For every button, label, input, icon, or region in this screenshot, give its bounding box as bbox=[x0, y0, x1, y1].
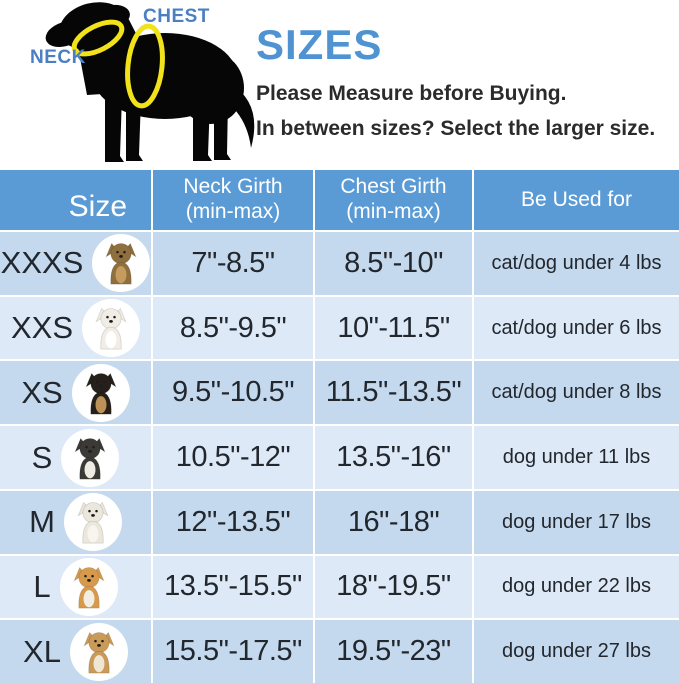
header-neck-girth-line1: Neck Girth bbox=[183, 175, 283, 199]
size-cell: XS bbox=[0, 361, 151, 425]
dog-photo bbox=[61, 428, 120, 487]
size-label: XS bbox=[21, 374, 63, 410]
chest-girth-value: 18"-19.5" bbox=[315, 555, 472, 619]
dog-photo bbox=[92, 234, 151, 293]
header-neck-girth: Neck Girth (min-max) bbox=[153, 170, 313, 230]
used-for-value: cat/dog under 4 lbs bbox=[474, 232, 679, 295]
used-for-value: dog under 27 lbs bbox=[474, 620, 679, 683]
neck-measure-label: NECK bbox=[30, 47, 86, 68]
header-size: Size bbox=[0, 170, 151, 230]
size-label: S bbox=[31, 439, 53, 475]
chest-girth-value: 11.5"-13.5" bbox=[315, 361, 472, 425]
dog-icon bbox=[77, 501, 109, 544]
table-header-row: Size Neck Girth (min-max) Chest Girth (m… bbox=[0, 170, 679, 230]
header-neck-girth-line2: (min-max) bbox=[185, 200, 281, 223]
table-row-xl: XL 15.5"-17.5" 19.5"-23" dog under 27 bbox=[0, 620, 679, 683]
dog-body-shape bbox=[45, 2, 255, 162]
size-cell: M bbox=[0, 490, 151, 554]
table-row-xs: XS 9.5"-10.5" 11.5"-13.5" cat/dog unde bbox=[0, 361, 679, 425]
neck-girth-value: 8.5"-9.5" bbox=[153, 296, 313, 360]
dog-icon bbox=[83, 631, 115, 674]
chest-girth-value: 19.5"-23" bbox=[315, 620, 472, 683]
used-for-value: cat/dog under 6 lbs bbox=[474, 296, 679, 360]
dog-photo bbox=[71, 363, 130, 422]
top-section: NECK CHEST SIZES Pleas bbox=[0, 0, 679, 170]
size-cell: XXXS bbox=[0, 232, 151, 295]
between-sizes-note: In between sizes? Select the larger size… bbox=[256, 117, 656, 140]
harness-straps bbox=[71, 19, 165, 109]
chest-girth-value: 8.5"-10" bbox=[315, 232, 472, 295]
size-label: M bbox=[29, 504, 55, 540]
dog-photo bbox=[59, 557, 118, 616]
table-row-xxxs: XXXS 7"-8.5" 8.5"-10" cat/dog under 4 bbox=[0, 232, 679, 295]
dog-silhouette-diagram bbox=[45, 2, 255, 162]
size-cell: S bbox=[0, 426, 151, 489]
chest-strap bbox=[125, 23, 165, 109]
used-for-value: dog under 17 lbs bbox=[474, 490, 679, 554]
header-chest-girth: Chest Girth (min-max) bbox=[315, 170, 472, 230]
neck-girth-value: 15.5"-17.5" bbox=[153, 620, 313, 683]
header-chest-girth-line1: Chest Girth bbox=[340, 175, 447, 199]
dog-photo bbox=[69, 622, 128, 681]
dog-icon bbox=[74, 437, 107, 479]
neck-girth-value: 12"-13.5" bbox=[153, 490, 313, 554]
chest-girth-value: 10"-11.5" bbox=[315, 296, 472, 360]
page-title: SIZES bbox=[256, 21, 383, 68]
dog-photo bbox=[82, 299, 141, 358]
dog-icon bbox=[105, 243, 138, 285]
size-cell: XL bbox=[0, 620, 151, 683]
size-label: L bbox=[33, 568, 51, 604]
table-row-xxs: XXS 8.5"-9.5" 10"-11.5" cat/dog under bbox=[0, 296, 679, 360]
header-used-for: Be Used for bbox=[474, 170, 679, 230]
table-row-m: M 12"-13.5" 16"-18" dog under 17 lbs bbox=[0, 490, 679, 554]
neck-strap bbox=[71, 19, 125, 57]
used-for-value: dog under 22 lbs bbox=[474, 555, 679, 619]
neck-girth-value: 7"-8.5" bbox=[153, 232, 313, 295]
used-for-value: cat/dog under 8 lbs bbox=[474, 361, 679, 425]
used-for-value: dog under 11 lbs bbox=[474, 426, 679, 489]
chest-girth-value: 16"-18" bbox=[315, 490, 472, 554]
chest-measure-label: CHEST bbox=[143, 6, 210, 27]
dog-icon bbox=[95, 307, 127, 350]
size-cell: L bbox=[0, 555, 151, 619]
neck-girth-value: 13.5"-15.5" bbox=[153, 555, 313, 619]
size-table: Size Neck Girth (min-max) Chest Girth (m… bbox=[0, 170, 679, 683]
header-chest-girth-line2: (min-max) bbox=[346, 200, 441, 223]
neck-girth-value: 9.5"-10.5" bbox=[153, 361, 313, 425]
size-cell: XXS bbox=[0, 296, 151, 360]
neck-girth-value: 10.5"-12" bbox=[153, 426, 313, 489]
table-row-l: L 13.5"-15.5" 18"-19.5" dog under 22 l bbox=[0, 555, 679, 619]
chest-girth-value: 13.5"-16" bbox=[315, 426, 472, 489]
table-row-s: S 10.5"-12" 13.5"-16" dog under 11 lbs bbox=[0, 426, 679, 489]
intro-block: SIZES Please Measure before Buying. In b… bbox=[256, 24, 676, 141]
dog-icon bbox=[84, 372, 117, 415]
dog-icon bbox=[72, 566, 105, 609]
size-label: XXXS bbox=[0, 245, 84, 281]
dog-photo bbox=[63, 493, 122, 552]
measure-note: Please Measure before Buying. bbox=[256, 82, 567, 105]
size-label: XL bbox=[23, 633, 61, 669]
size-label: XXS bbox=[10, 310, 74, 346]
